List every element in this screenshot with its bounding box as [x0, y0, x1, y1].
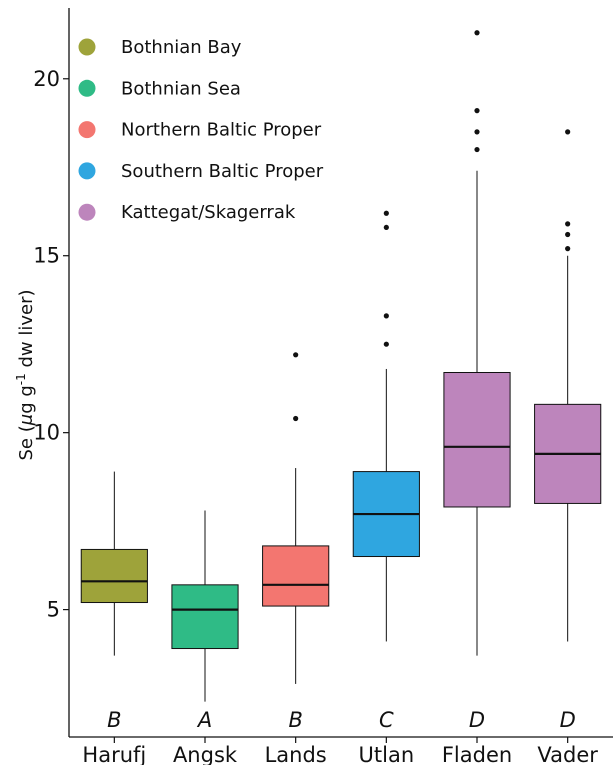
y-axis-label: Se (μg g-1 dw liver) [14, 290, 37, 461]
outlier-point [565, 129, 571, 135]
y-tick-label: 15 [33, 244, 60, 268]
outlier-point [383, 210, 389, 216]
box-iqr [443, 372, 511, 508]
outlier-point [293, 352, 299, 358]
x-tick-label: Vader [537, 743, 598, 765]
x-axis: Harufj Angsk Lands Utlan Fladen Vader [69, 736, 613, 765]
y-axis-label-mu: μ [16, 414, 37, 426]
legend-label: Kattegat/Skagerrak [121, 202, 296, 223]
y-tick-label: 10 [33, 421, 60, 445]
x-tick-label: Harufj [82, 743, 146, 765]
y-axis: 5 10 15 20 [33, 8, 70, 737]
legend-label: Northern Baltic Proper [121, 120, 322, 141]
y-tick-label: 5 [47, 598, 60, 622]
legend-swatch [78, 162, 96, 180]
legend-item: Bothnian Sea [78, 78, 241, 99]
outlier-point [383, 341, 389, 347]
outlier-point [474, 129, 480, 135]
group-letter: D [469, 708, 485, 732]
legend-label: Bothnian Bay [121, 37, 242, 58]
y-axis-label-prefix: Se ( [16, 425, 37, 460]
box-vader [534, 129, 602, 642]
x-tick-label: Utlan [359, 743, 415, 765]
legend-swatch [78, 79, 96, 97]
y-axis-label-unit: g g [16, 385, 37, 414]
box-lands [262, 352, 330, 684]
box-fladen [443, 30, 511, 656]
outlier-point [474, 30, 480, 36]
legend-label: Bothnian Sea [121, 78, 241, 99]
legend: Bothnian Bay Bothnian Sea Northern Baltic … [78, 37, 324, 223]
x-tick-label: Fladen [442, 743, 512, 765]
box-iqr [80, 548, 148, 604]
group-letter: D [560, 708, 576, 732]
outlier-point [474, 146, 480, 153]
legend-swatch [78, 121, 96, 139]
legend-label: Southern Baltic Proper [121, 161, 324, 182]
outlier-point [293, 415, 299, 422]
legend-swatch [78, 203, 96, 221]
outlier-point [383, 313, 389, 319]
box-angsk [171, 510, 239, 702]
y-axis-label-exp: -1 [14, 373, 28, 385]
outlier-point [565, 246, 571, 252]
legend-swatch [78, 38, 96, 56]
x-tick-label: Lands [265, 743, 327, 765]
outlier-point [474, 108, 480, 114]
group-letter: B [107, 708, 121, 732]
outlier-point [565, 231, 571, 238]
box-utlan [352, 210, 420, 642]
legend-item: Bothnian Bay [78, 37, 242, 58]
legend-item: Kattegat/Skagerrak [78, 202, 296, 223]
x-tick-label: Angsk [173, 743, 238, 765]
legend-item: Southern Baltic Proper [78, 161, 324, 182]
group-letter: C [379, 708, 394, 732]
outlier-point [565, 221, 571, 227]
group-letter: B [288, 708, 302, 732]
box-harufj [80, 471, 148, 656]
box-iqr [262, 545, 330, 607]
legend-item: Northern Baltic Proper [78, 120, 322, 141]
box-iqr [171, 584, 239, 650]
group-letter: A [196, 708, 212, 732]
y-tick-label: 20 [33, 67, 60, 91]
outlier-point [383, 224, 389, 231]
y-axis-label-suffix: dw liver) [16, 290, 37, 374]
